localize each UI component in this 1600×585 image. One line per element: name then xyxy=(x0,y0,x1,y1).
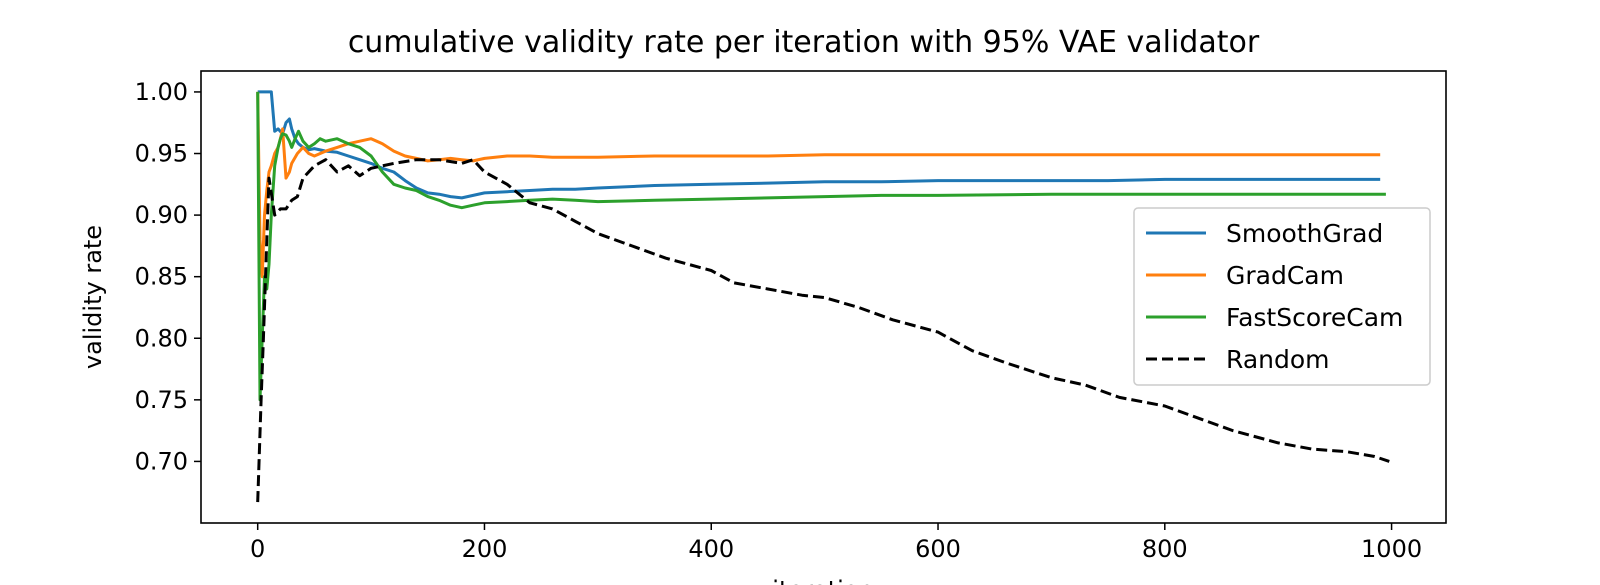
series-line-fastscorecam xyxy=(256,91,1386,402)
x-axis-label: iteration xyxy=(772,576,873,585)
chart-title: cumulative validity rate per iteration w… xyxy=(348,25,1260,60)
series-line-smoothgrad xyxy=(257,90,1381,200)
y-tick-label: 0.95 xyxy=(135,140,188,168)
y-tick-label: 0.90 xyxy=(135,201,188,229)
legend: SmoothGrad GradCam FastScoreCam Random xyxy=(1133,207,1431,386)
x-tick-label: 200 xyxy=(462,535,508,563)
x-tick-label: 800 xyxy=(1142,535,1188,563)
y-tick-label: 0.85 xyxy=(135,263,188,291)
legend-label-gradcam: GradCam xyxy=(1226,261,1344,290)
legend-box xyxy=(1133,207,1431,386)
x-tick-label: 0 xyxy=(250,535,265,563)
y-axis: 0.70 0.75 0.80 0.85 0.90 0.95 1.00 xyxy=(135,78,201,475)
legend-label-smoothgrad: SmoothGrad xyxy=(1226,219,1383,248)
y-tick-label: 0.80 xyxy=(135,324,188,352)
plot-frame xyxy=(200,70,1447,524)
x-tick-label: 1000 xyxy=(1361,535,1422,563)
y-axis-label: validity rate xyxy=(79,225,107,369)
x-tick-label: 600 xyxy=(915,535,961,563)
y-tick-label: 0.70 xyxy=(135,447,188,475)
plot-area xyxy=(256,90,1390,503)
y-tick-label: 1.00 xyxy=(135,78,188,106)
legend-label-fastscorecam: FastScoreCam xyxy=(1226,303,1403,332)
x-axis: 0 200 400 600 800 1000 xyxy=(250,523,1422,563)
y-tick-label: 0.75 xyxy=(135,386,188,414)
legend-label-random: Random xyxy=(1226,345,1330,374)
x-tick-label: 400 xyxy=(688,535,734,563)
series-line-random xyxy=(256,158,1390,503)
